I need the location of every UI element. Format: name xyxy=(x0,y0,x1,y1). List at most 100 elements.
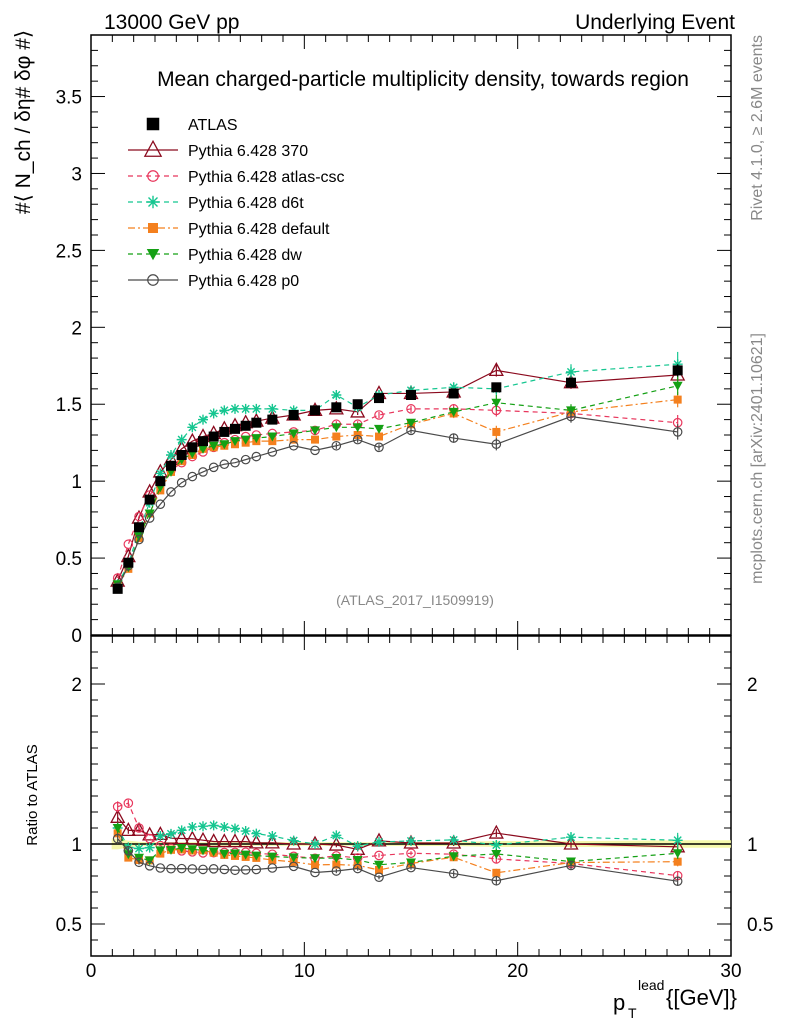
data-point xyxy=(331,390,342,400)
data-point xyxy=(491,398,502,408)
data-point xyxy=(240,850,251,860)
data-point xyxy=(144,856,155,866)
y-tick-label: 2 xyxy=(71,318,82,339)
data-point xyxy=(230,865,240,876)
data-point xyxy=(267,403,278,414)
data-point xyxy=(134,823,144,833)
data-point xyxy=(134,843,144,854)
data-point xyxy=(155,499,166,510)
data-point xyxy=(227,833,243,848)
data-point xyxy=(406,390,416,400)
data-point xyxy=(198,436,208,447)
data-point xyxy=(198,414,208,425)
data-point xyxy=(374,410,384,420)
data-point xyxy=(406,848,416,859)
data-point xyxy=(251,828,262,839)
data-point xyxy=(134,522,144,533)
series-pythia-6-428-p0 xyxy=(112,410,683,593)
data-point xyxy=(331,830,342,841)
data-point xyxy=(288,440,299,451)
data-point xyxy=(328,836,344,851)
ratio-axis-label: Ratio to ATLAS xyxy=(24,744,41,845)
data-point xyxy=(310,867,320,878)
series-line xyxy=(117,408,678,579)
data-point xyxy=(332,860,341,869)
ratio-axis-ticks: 0.5 0.5 1 1 2 2 xyxy=(56,636,773,956)
ratio-series-pythia-6-428-d6t xyxy=(112,820,683,854)
data-point xyxy=(240,454,251,465)
data-point xyxy=(448,382,459,393)
data-point xyxy=(230,423,240,434)
data-point xyxy=(374,860,384,870)
data-point xyxy=(491,439,502,450)
series-line xyxy=(117,385,678,585)
data-point xyxy=(176,844,187,854)
data-point xyxy=(240,420,251,431)
data-point xyxy=(123,539,134,550)
data-point xyxy=(144,833,155,844)
ratio-tick-label: 0.5 xyxy=(56,915,82,936)
data-point xyxy=(148,223,158,233)
ratio-line xyxy=(117,802,678,877)
data-point xyxy=(240,403,251,414)
data-point xyxy=(267,432,278,442)
legend-label: Pythia 6.428 p0 xyxy=(188,273,299,290)
data-point xyxy=(195,831,211,846)
data-point xyxy=(219,426,230,437)
data-point xyxy=(311,435,319,444)
data-point xyxy=(112,833,123,844)
data-point xyxy=(219,459,230,470)
data-point xyxy=(147,274,159,286)
data-point xyxy=(406,862,416,873)
data-point xyxy=(563,835,579,850)
data-point xyxy=(406,404,416,414)
data-point xyxy=(264,834,280,849)
y-tick-label: 3 xyxy=(71,164,82,185)
x-label-sup: lead xyxy=(638,977,664,993)
data-point xyxy=(448,834,459,845)
data-point xyxy=(374,836,384,847)
data-point xyxy=(352,841,363,852)
data-point xyxy=(488,362,504,377)
data-point xyxy=(672,427,683,437)
data-point xyxy=(112,583,123,594)
data-point xyxy=(352,434,363,445)
data-point xyxy=(166,487,176,497)
data-point xyxy=(208,408,219,419)
data-point xyxy=(310,445,320,456)
series-line xyxy=(117,363,678,585)
data-point xyxy=(198,846,208,856)
main-plot-area xyxy=(110,351,686,594)
series-pythia-6-428-d6t xyxy=(112,351,683,590)
data-point xyxy=(566,377,576,388)
ratio-panel: 0.5 0.5 1 1 2 2 xyxy=(56,635,773,957)
data-point xyxy=(403,834,419,849)
data-point xyxy=(267,863,278,873)
data-point xyxy=(672,365,683,376)
data-point xyxy=(176,477,187,488)
data-point xyxy=(198,821,208,832)
data-point xyxy=(208,462,219,473)
data-point xyxy=(187,442,198,453)
data-point xyxy=(352,399,363,410)
data-point xyxy=(267,831,278,841)
main-frame xyxy=(90,34,732,636)
series-pythia-6-428-atlas-csc xyxy=(112,404,683,583)
data-point xyxy=(146,249,160,261)
x-label-p: p xyxy=(613,990,625,1015)
data-point xyxy=(288,429,299,439)
data-point xyxy=(352,856,363,865)
data-point xyxy=(374,850,384,861)
y-tick-label: 2.5 xyxy=(56,241,82,262)
data-point xyxy=(446,834,462,849)
data-point xyxy=(184,830,200,845)
ratio-plot-area xyxy=(91,798,731,887)
x-axis-label: p lead T {[GeV]} xyxy=(613,977,737,1021)
legend-label: Pythia 6.428 atlas-csc xyxy=(188,169,345,186)
rivet-version-label: Rivet 4.1.0, ≥ 2.6M events xyxy=(749,35,766,221)
data-point xyxy=(288,410,299,420)
data-point xyxy=(251,864,262,875)
header-left: 13000 GeV pp xyxy=(104,11,239,34)
legend-item: Pythia 6.428 p0 xyxy=(128,273,299,290)
data-point xyxy=(187,845,198,855)
